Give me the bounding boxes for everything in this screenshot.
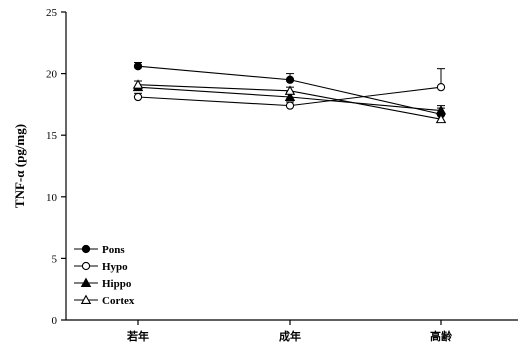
data-point-hypo bbox=[133, 92, 143, 102]
legend-label: Pons bbox=[102, 244, 125, 256]
y-tick-label: 0 bbox=[52, 315, 58, 327]
y-ticks: 0 5 10 15 20 25 bbox=[46, 7, 66, 327]
data-point-cortex bbox=[132, 79, 144, 89]
legend-label: Hypo bbox=[102, 261, 128, 273]
legend-marker-hippo bbox=[80, 277, 92, 287]
legend-marker-hypo bbox=[81, 261, 91, 271]
legend-label: Cortex bbox=[102, 295, 135, 307]
x-tick-label: 高齢 bbox=[430, 329, 453, 343]
legend-item-hippo: Hippo bbox=[74, 277, 132, 290]
data-point-pons bbox=[285, 75, 295, 84]
data-point-hypo bbox=[436, 83, 446, 92]
legend-label: Hippo bbox=[102, 278, 132, 290]
data-point-cortex bbox=[284, 85, 296, 95]
y-tick-label: 25 bbox=[46, 7, 58, 19]
series-hypo bbox=[133, 68, 446, 110]
data-point-hippo bbox=[284, 91, 296, 101]
series-group bbox=[132, 62, 447, 124]
y-tick-label: 20 bbox=[46, 69, 58, 81]
data-point-hypo bbox=[285, 101, 295, 110]
data-point-pons bbox=[133, 62, 143, 71]
x-tick-label: 成年 bbox=[279, 329, 301, 343]
legend-item-cortex: Cortex bbox=[74, 294, 135, 307]
legend-marker-cortex bbox=[80, 294, 92, 304]
axes bbox=[65, 12, 518, 321]
x-tick-label: 若年 bbox=[127, 329, 149, 343]
y-tick-label: 15 bbox=[46, 130, 58, 142]
series-cortex bbox=[132, 79, 447, 124]
legend: Pons Hypo Hippo Cortex bbox=[74, 244, 135, 307]
y-tick-label: 5 bbox=[52, 253, 58, 265]
x-ticks: 若年 成年 高齢 bbox=[127, 320, 453, 343]
legend-item-pons: Pons bbox=[74, 244, 125, 256]
legend-item-hypo: Hypo bbox=[74, 261, 128, 273]
data-point-cortex bbox=[435, 113, 447, 124]
y-axis-label: TNF-α (pg/mg) bbox=[12, 124, 27, 208]
y-tick-label: 10 bbox=[46, 192, 58, 204]
legend-marker-pons bbox=[81, 244, 91, 254]
